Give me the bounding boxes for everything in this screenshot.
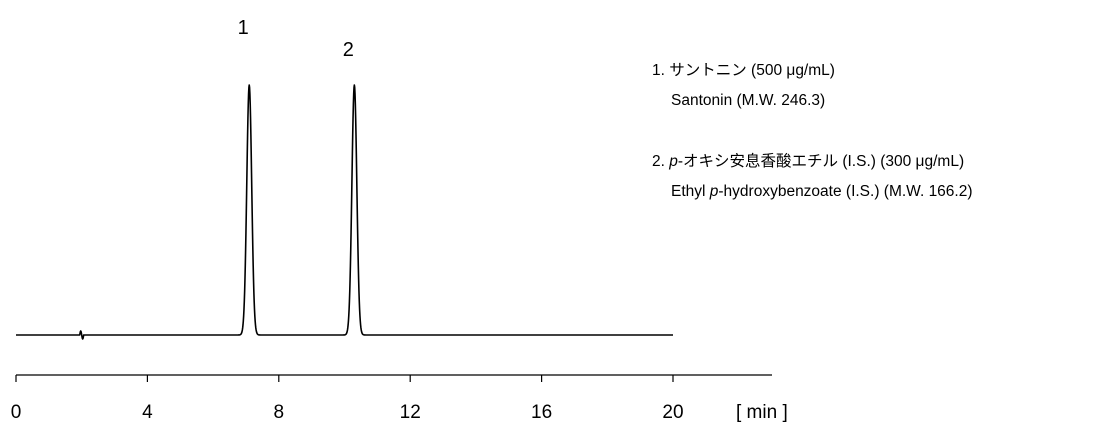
x-tick-label-12: 12	[400, 402, 421, 423]
peak-label-2: 2	[343, 39, 354, 61]
x-tick-label-0: 0	[11, 402, 22, 423]
legend: 1. サントニン (500 μg/mL) Santonin (M.W. 246.…	[652, 56, 973, 238]
peak-labels: 12	[238, 17, 354, 61]
legend-entry-1: 1. サントニン (500 μg/mL) Santonin (M.W. 246.…	[652, 56, 973, 116]
x-axis-ticks: 0 4 8 12 16 20	[11, 375, 684, 423]
x-axis-label: [ min ]	[736, 402, 788, 423]
legend-entry-1-english: Santonin (M.W. 246.3)	[671, 92, 826, 109]
legend-entry-1-japanese: 1. サントニン (500 μg/mL)	[652, 62, 835, 79]
x-tick-label-8: 8	[274, 402, 285, 423]
legend-entry-2: 2. p-オキシ安息香酸エチル (I.S.) (300 μg/mL) Ethyl…	[652, 147, 973, 207]
legend-entry-2-english: Ethyl p-hydroxybenzoate (I.S.) (M.W. 166…	[671, 183, 973, 200]
legend-entry-2-japanese: 2. p-オキシ安息香酸エチル (I.S.) (300 μg/mL)	[652, 153, 965, 170]
x-tick-label-20: 20	[662, 402, 683, 423]
peak-label-1: 1	[238, 17, 249, 39]
x-tick-label-16: 16	[531, 402, 552, 423]
chromatogram-trace	[15, 84, 674, 340]
x-tick-label-4: 4	[142, 402, 153, 423]
